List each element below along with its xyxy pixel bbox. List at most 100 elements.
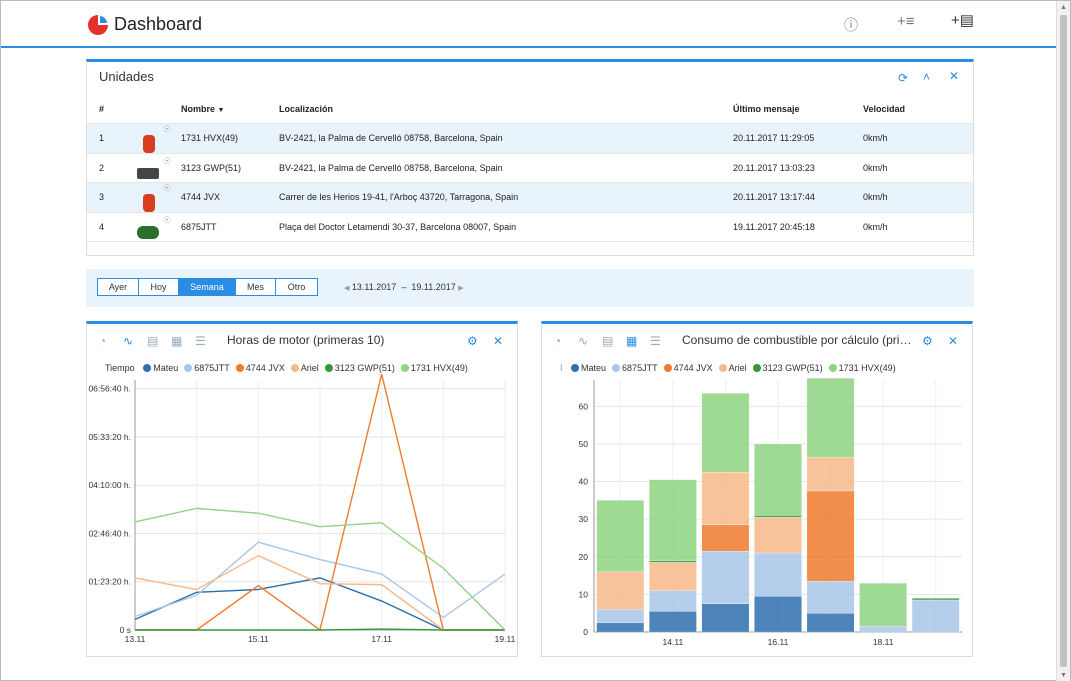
- legend-item-4744-jvx[interactable]: 4744 JVX: [235, 363, 285, 373]
- page-scrollbar[interactable]: ▲ ▼: [1056, 1, 1070, 681]
- close-icon[interactable]: ✕: [949, 69, 960, 83]
- bar-chart-icon[interactable]: ▤: [602, 334, 614, 348]
- chart-legend: Tiempo Mateu 6875JTT 4744 JVX Ariel 3123 GWP…: [105, 363, 474, 373]
- line-chart-icon[interactable]: ∿: [578, 334, 589, 348]
- stacked-bar-chart-icon[interactable]: ▦: [626, 334, 638, 348]
- collapse-icon[interactable]: ˄: [923, 70, 931, 84]
- bar-chart-icon[interactable]: ▤: [147, 334, 159, 348]
- legend-item-ariel[interactable]: Ariel: [718, 363, 747, 373]
- legend-dot: [718, 364, 727, 372]
- bar-6875jtt: [911, 599, 960, 633]
- y-tick-label: 06:56:40 h.: [88, 384, 131, 394]
- legend-label: 1731 HVX(49): [410, 363, 468, 373]
- row-location: BV-2421, la Palma de Cervelló 08758, Bar…: [279, 123, 733, 154]
- horizontal-bar-chart-icon[interactable]: ☰: [195, 334, 206, 348]
- bar-ariel: [754, 517, 802, 554]
- row-speed: 0km/h: [863, 153, 973, 183]
- legend-item-1731-hvx-49[interactable]: 1731 HVX(49): [828, 363, 896, 373]
- legend-dot: [184, 364, 193, 372]
- col-header-icons: [129, 95, 181, 124]
- legend-item-6875jtt[interactable]: 6875JTT: [612, 363, 658, 373]
- legend-item-ariel[interactable]: Ariel: [290, 363, 319, 373]
- add-chart-icon[interactable]: +▤: [951, 12, 974, 29]
- legend-label: Mateu: [153, 363, 179, 373]
- period-hoy-button[interactable]: Hoy: [138, 278, 179, 296]
- period-otro-button[interactable]: Otro: [275, 278, 318, 296]
- row-location: Carrer de les Herios 19-41, l'Arboç 4372…: [279, 182, 733, 213]
- close-icon[interactable]: ✕: [948, 334, 959, 348]
- legend-label: 6875JTT: [194, 363, 230, 373]
- period-ayer-button[interactable]: Ayer: [97, 278, 139, 296]
- chart-type-toolbar: ◔ ∿ ▤ ▦ ☰: [554, 334, 674, 348]
- scrollbar-thumb[interactable]: [1060, 15, 1067, 667]
- units-panel: Unidades ⟳ ˄ ✕ # Nombre ▼ Localización Ú…: [86, 59, 974, 256]
- row-name: 1731 HVX(49): [181, 123, 279, 154]
- legend-label: 3123 GWP(51): [762, 363, 823, 373]
- antenna-icon: ☉: [163, 123, 172, 134]
- table-row[interactable]: 1 ☉ 1731 HVX(49) BV-2421, la Palma de Ce…: [87, 123, 973, 154]
- date-range: ◀ 13.11.2017 – 19.11.2017 ▶: [344, 282, 464, 292]
- legend-item-mateu[interactable]: Mateu: [571, 363, 606, 373]
- x-tick-label: 13.11: [125, 634, 146, 644]
- table-row[interactable]: 2 ☉ 3123 GWP(51) BV-2421, la Palma de Ce…: [87, 153, 973, 183]
- legend-item-4744-jvx[interactable]: 4744 JVX: [663, 363, 713, 373]
- y-tick-label: 20: [579, 552, 589, 562]
- legend-item-6875jtt[interactable]: 6875JTT: [184, 363, 230, 373]
- y-tick-label: 01:23:20 h.: [88, 577, 131, 587]
- gear-icon[interactable]: ⚙: [922, 334, 933, 348]
- stacked-bar-chart-icon[interactable]: ▦: [171, 334, 183, 348]
- scroll-up-icon[interactable]: ▲: [1060, 4, 1067, 11]
- legend-label: 6875JTT: [622, 363, 658, 373]
- next-period-icon[interactable]: ▶: [458, 285, 464, 292]
- scroll-down-icon[interactable]: ▼: [1060, 672, 1067, 679]
- table-row[interactable]: 3 ☉ 4744 JVX Carrer de les Herios 19-41,…: [87, 182, 973, 213]
- prev-period-icon[interactable]: ◀: [344, 285, 350, 292]
- refresh-icon[interactable]: ⟳: [898, 71, 909, 85]
- row-location: BV-2421, la Palma de Cervelló 08758, Bar…: [279, 153, 733, 183]
- legend-dot: [663, 364, 672, 372]
- row-name: 4744 JVX: [181, 182, 279, 213]
- y-tick-label: 40: [579, 477, 589, 487]
- bar-6875jtt: [596, 609, 645, 623]
- range-separator: –: [401, 282, 407, 292]
- legend-label: 1731 HVX(49): [838, 363, 896, 373]
- chart-title: Horas de motor (primeras 10): [227, 333, 385, 347]
- row-speed: 0km/h: [863, 123, 973, 154]
- horizontal-bar-chart-icon[interactable]: ☰: [650, 334, 661, 348]
- x-tick-label: 18.11: [873, 637, 894, 647]
- row-last-message: 20.11.2017 13:17:44: [733, 182, 863, 213]
- bar-6875jtt: [806, 581, 855, 614]
- legend-dot: [400, 364, 409, 372]
- col-header-last-message: Último mensaje: [733, 95, 863, 124]
- gear-icon[interactable]: ⚙: [467, 334, 478, 348]
- legend-item-mateu[interactable]: Mateu: [143, 363, 178, 373]
- motorbike-icon: [137, 225, 159, 239]
- antenna-icon: ☉: [163, 156, 172, 167]
- fuel-consumption-chart-panel: ◔ ∿ ▤ ▦ ☰ Consumo de combustible por cálculo…: [541, 321, 973, 657]
- legend-item-1731-hvx-49[interactable]: 1731 HVX(49): [400, 363, 468, 373]
- legend-label: Ariel: [728, 363, 747, 373]
- close-icon[interactable]: ✕: [493, 334, 504, 348]
- engine-hours-line-chart: 0 s 01:23:20 h. 02:46:40 h. 04:10:00 h. 05:3…: [88, 374, 516, 644]
- pie-chart-icon[interactable]: ◔: [554, 334, 562, 348]
- legend-axis-title: I: [560, 363, 563, 373]
- legend-item-3123-gwp-51[interactable]: 3123 GWP(51): [324, 363, 395, 373]
- add-list-icon[interactable]: +≡: [897, 13, 915, 30]
- period-bar: Ayer Hoy Semana Mes Otro ◀ 13.11.2017 – …: [86, 269, 974, 307]
- row-last-message: 20.11.2017 11:29:05: [733, 123, 863, 154]
- bar-1731-hvx-49: [649, 479, 697, 561]
- sort-down-icon: ▼: [217, 106, 225, 114]
- period-mes-button[interactable]: Mes: [235, 278, 276, 296]
- bar-1731-hvx-49: [859, 582, 907, 627]
- y-tick-label: 02:46:40 h.: [88, 528, 131, 538]
- period-semana-button[interactable]: Semana: [178, 278, 236, 296]
- help-icon[interactable]: ⓘ: [844, 17, 858, 33]
- col-header-name[interactable]: Nombre ▼: [181, 95, 279, 124]
- bar-ariel: [596, 571, 645, 610]
- units-table: # Nombre ▼ Localización Último mensaje V…: [87, 95, 973, 242]
- line-chart-icon[interactable]: ∿: [123, 334, 134, 348]
- pie-chart-icon[interactable]: ◔: [99, 334, 107, 348]
- table-row[interactable]: 4 ☉ 6875JTT Plaça del Doctor Letamendi 3…: [87, 212, 973, 242]
- col-header-location: Localización: [279, 95, 733, 124]
- legend-item-3123-gwp-51[interactable]: 3123 GWP(51): [752, 363, 823, 373]
